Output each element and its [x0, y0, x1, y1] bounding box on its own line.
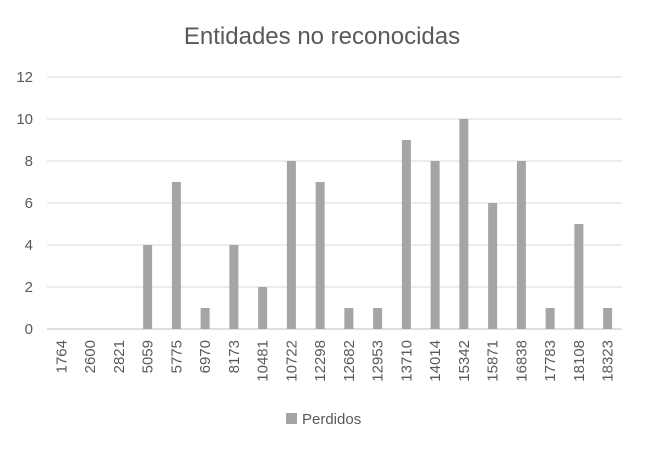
x-tick-label: 5775 — [168, 340, 185, 373]
y-tick-label: 6 — [25, 195, 33, 212]
bar-13710 — [401, 140, 411, 329]
x-tick-label: 10722 — [283, 340, 300, 382]
x-tick-label: 13710 — [398, 340, 415, 382]
x-tick-label: 14014 — [427, 340, 444, 382]
y-tick-label: 0 — [25, 321, 33, 338]
bar-12682 — [344, 308, 354, 329]
x-tick-label: 5059 — [140, 340, 157, 373]
chart-title: Entidades no reconocidas — [184, 23, 460, 50]
y-tick-label: 4 — [25, 237, 33, 254]
bar-15342 — [459, 119, 469, 329]
x-tick-label: 12298 — [312, 340, 329, 382]
x-tick-label: 8173 — [226, 340, 243, 373]
y-tick-label: 10 — [16, 111, 33, 128]
bar-18108 — [574, 224, 584, 329]
x-axis-ticks: 1764 2600 2821 5059 5775 6970 8173 10481 10722 12… — [53, 340, 616, 382]
x-tick-label: 17783 — [542, 340, 559, 382]
x-tick-label: 6970 — [197, 340, 214, 373]
bar-5775 — [171, 182, 181, 329]
bar-10722 — [286, 161, 296, 329]
bar-12298 — [315, 182, 325, 329]
bar-15871 — [488, 203, 498, 329]
x-tick-label: 15342 — [456, 340, 473, 382]
x-tick-label: 18323 — [600, 340, 617, 382]
y-tick-label: 12 — [16, 69, 33, 86]
bar-17783 — [545, 308, 555, 329]
legend-label-perdidos: Perdidos — [302, 411, 361, 428]
y-tick-label: 8 — [25, 153, 33, 170]
bar-10481 — [258, 287, 268, 329]
bar-18323 — [603, 308, 613, 329]
x-tick-label: 10481 — [255, 340, 272, 382]
y-tick-label: 2 — [25, 279, 33, 296]
x-tick-label: 12953 — [370, 340, 387, 382]
x-tick-label: 18108 — [571, 340, 588, 382]
x-tick-label: 15871 — [485, 340, 502, 382]
x-tick-label: 1764 — [53, 340, 70, 373]
x-tick-label: 2600 — [82, 340, 99, 373]
bar-16838 — [516, 161, 526, 329]
x-tick-label: 16838 — [513, 340, 530, 382]
bar-12953 — [373, 308, 383, 329]
bars — [143, 119, 613, 329]
x-tick-label: 2821 — [111, 340, 128, 373]
bar-6970 — [200, 308, 210, 329]
bar-5059 — [143, 245, 153, 329]
x-tick-label: 12682 — [341, 340, 358, 382]
legend: Perdidos — [286, 411, 361, 428]
y-axis-ticks: 0 2 4 6 8 10 12 — [16, 69, 33, 338]
gridlines — [47, 76, 622, 330]
legend-swatch-perdidos — [286, 413, 297, 424]
bar-14014 — [430, 161, 440, 329]
bar-8173 — [229, 245, 239, 329]
